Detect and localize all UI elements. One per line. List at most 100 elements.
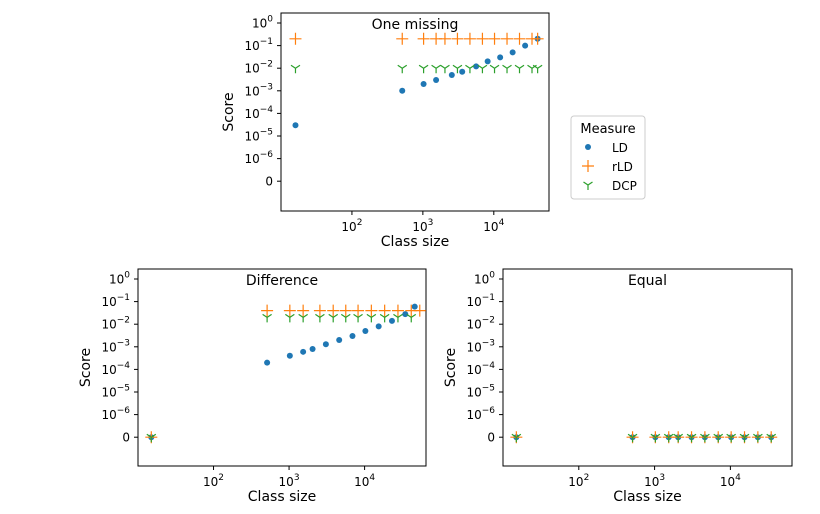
point-dcp xyxy=(290,64,301,74)
point-ld xyxy=(448,72,455,79)
y-tick-label: 100 xyxy=(474,271,495,287)
y-tick-label: 100 xyxy=(252,15,273,31)
series-ld xyxy=(148,303,418,441)
legend-label-dcp: DCP xyxy=(612,179,637,193)
point-ld xyxy=(309,345,316,352)
legend-marker-ld xyxy=(585,144,591,150)
x-tick-label: 103 xyxy=(412,218,433,234)
legend-box xyxy=(570,115,646,200)
point-ld xyxy=(322,341,329,348)
point-rld xyxy=(261,304,274,317)
y-tick-label: 10−2 xyxy=(244,60,273,76)
y-tick-label: 10−5 xyxy=(466,384,495,400)
point-dcp xyxy=(753,433,763,443)
point-rld xyxy=(327,304,340,317)
point-rld xyxy=(289,32,302,45)
y-tick-label: 0 xyxy=(122,431,130,445)
point-dcp xyxy=(418,64,429,74)
point-dcp xyxy=(489,64,500,74)
point-dcp xyxy=(726,433,736,443)
y-tick-label: 10−3 xyxy=(101,338,130,354)
y-tick-label: 10−5 xyxy=(101,384,130,400)
point-rld xyxy=(396,32,409,45)
point-ld xyxy=(459,68,466,75)
point-ld xyxy=(509,49,516,56)
x-tick-label: 104 xyxy=(483,218,504,234)
x-tick-label: 103 xyxy=(644,473,665,489)
point-rld xyxy=(339,304,352,317)
point-dcp xyxy=(315,313,325,323)
legend-label-rld: rLD xyxy=(612,160,633,174)
point-ld xyxy=(484,58,491,65)
y-tick-label: 10−6 xyxy=(466,406,495,422)
point-rld xyxy=(531,32,544,45)
point-dcp xyxy=(393,313,403,323)
legend-marker-rld xyxy=(582,160,594,172)
y-tick-label: 10−5 xyxy=(244,128,273,144)
point-ld xyxy=(497,54,504,61)
y-tick-label: 10−1 xyxy=(244,37,273,53)
panel-title: Difference xyxy=(246,273,318,289)
point-dcp xyxy=(366,313,377,323)
point-dcp xyxy=(452,64,463,74)
y-tick-label: 10−3 xyxy=(244,82,273,98)
y-tick-label: 10−2 xyxy=(466,316,495,332)
x-axis-label: Class size xyxy=(248,489,316,505)
point-dcp xyxy=(739,433,750,443)
point-dcp xyxy=(328,313,339,323)
y-tick-label: 10−1 xyxy=(466,293,495,309)
x-tick-label: 102 xyxy=(341,218,362,234)
point-rld xyxy=(451,32,464,45)
legend-marker-dcp xyxy=(583,181,593,190)
point-dcp xyxy=(262,313,272,323)
x-tick-label: 102 xyxy=(203,473,224,489)
point-rld xyxy=(365,304,378,317)
point-rld xyxy=(417,32,430,45)
y-tick-label: 10−3 xyxy=(466,338,495,354)
point-rld xyxy=(463,32,476,45)
point-rld xyxy=(476,32,489,45)
x-axis-label: Class size xyxy=(381,234,449,250)
point-ld xyxy=(433,77,440,84)
point-dcp xyxy=(397,64,408,74)
point-dcp xyxy=(353,313,363,323)
point-rld xyxy=(297,304,310,317)
x-tick-label: 104 xyxy=(354,473,375,489)
x-tick-label: 104 xyxy=(720,473,741,489)
point-dcp xyxy=(627,433,638,443)
legend: Measure LD rLD DCP xyxy=(570,115,646,200)
axes-frame xyxy=(280,12,550,212)
point-ld xyxy=(336,336,343,343)
panel-one-missing: One missing 100 10−1 10−2 10−3 10−4 10−5 10−6 0 1… xyxy=(221,12,550,250)
y-tick-label: 10−6 xyxy=(244,150,273,166)
point-dcp xyxy=(431,64,441,74)
point-ld xyxy=(362,328,369,335)
series-rld xyxy=(145,304,426,444)
y-tick-label: 10−6 xyxy=(101,406,130,422)
point-rld xyxy=(413,304,426,317)
y-axis-label: Score xyxy=(221,92,237,131)
point-dcp xyxy=(673,433,684,443)
y-tick-label: 10−4 xyxy=(466,361,495,377)
axes-frame xyxy=(137,268,427,467)
point-ld xyxy=(286,352,293,359)
point-ld xyxy=(349,333,356,340)
point-dcp xyxy=(340,313,351,323)
point-dcp xyxy=(686,433,697,443)
point-rld xyxy=(352,304,365,317)
point-rld xyxy=(501,32,514,45)
point-dcp xyxy=(511,433,522,443)
point-dcp xyxy=(700,433,710,443)
panel-title: Equal xyxy=(628,273,667,289)
point-ld xyxy=(300,348,307,355)
point-rld xyxy=(513,32,526,45)
point-dcp xyxy=(663,433,674,443)
point-dcp xyxy=(532,64,543,74)
point-rld xyxy=(378,304,391,317)
y-axis-label: Score xyxy=(78,348,94,387)
y-axis-label: Score xyxy=(443,348,459,387)
point-rld xyxy=(391,304,404,317)
series-dcp xyxy=(290,64,543,74)
point-ld xyxy=(375,323,382,330)
y-tick-label: 10−4 xyxy=(244,105,273,121)
